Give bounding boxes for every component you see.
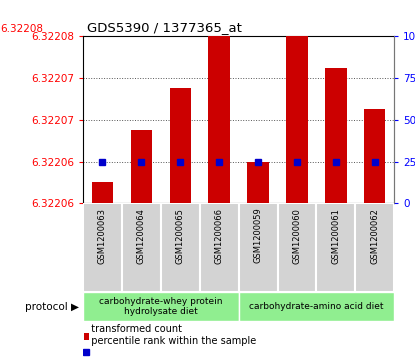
Text: GSM1200063: GSM1200063 [98,208,107,264]
Text: GSM1200060: GSM1200060 [293,208,301,264]
Bar [239,203,278,292]
Bar [208,36,230,203]
Text: GSM1200066: GSM1200066 [215,208,224,264]
Text: transformed count: transformed count [85,323,182,334]
Bar [161,203,200,292]
Bar [92,182,113,203]
Bar [247,162,269,203]
Text: GSM1200062: GSM1200062 [370,208,379,264]
Bar [278,203,317,292]
Text: GSM1200061: GSM1200061 [332,208,340,264]
Bar [317,203,355,292]
Text: carbohydrate-whey protein
hydrolysate diet: carbohydrate-whey protein hydrolysate di… [99,297,222,317]
Text: GDS5390 / 1377365_at: GDS5390 / 1377365_at [87,21,242,34]
Bar [239,292,394,321]
Bar [170,89,191,203]
Bar [200,203,239,292]
Text: GSM1200064: GSM1200064 [137,208,146,264]
Text: protocol ▶: protocol ▶ [25,302,79,312]
Bar [131,130,152,203]
Text: carbohydrate-amino acid diet: carbohydrate-amino acid diet [249,302,384,311]
Text: GSM1200065: GSM1200065 [176,208,185,264]
Bar [122,203,161,292]
Bar [84,333,89,340]
Text: percentile rank within the sample: percentile rank within the sample [85,336,256,346]
Bar [83,203,122,292]
Bar [325,68,347,203]
Bar [364,109,386,203]
Bar [286,36,308,203]
Bar [83,292,239,321]
Bar [355,203,394,292]
Text: 6.32208: 6.32208 [0,24,43,34]
Text: GSM1200059: GSM1200059 [254,208,263,264]
